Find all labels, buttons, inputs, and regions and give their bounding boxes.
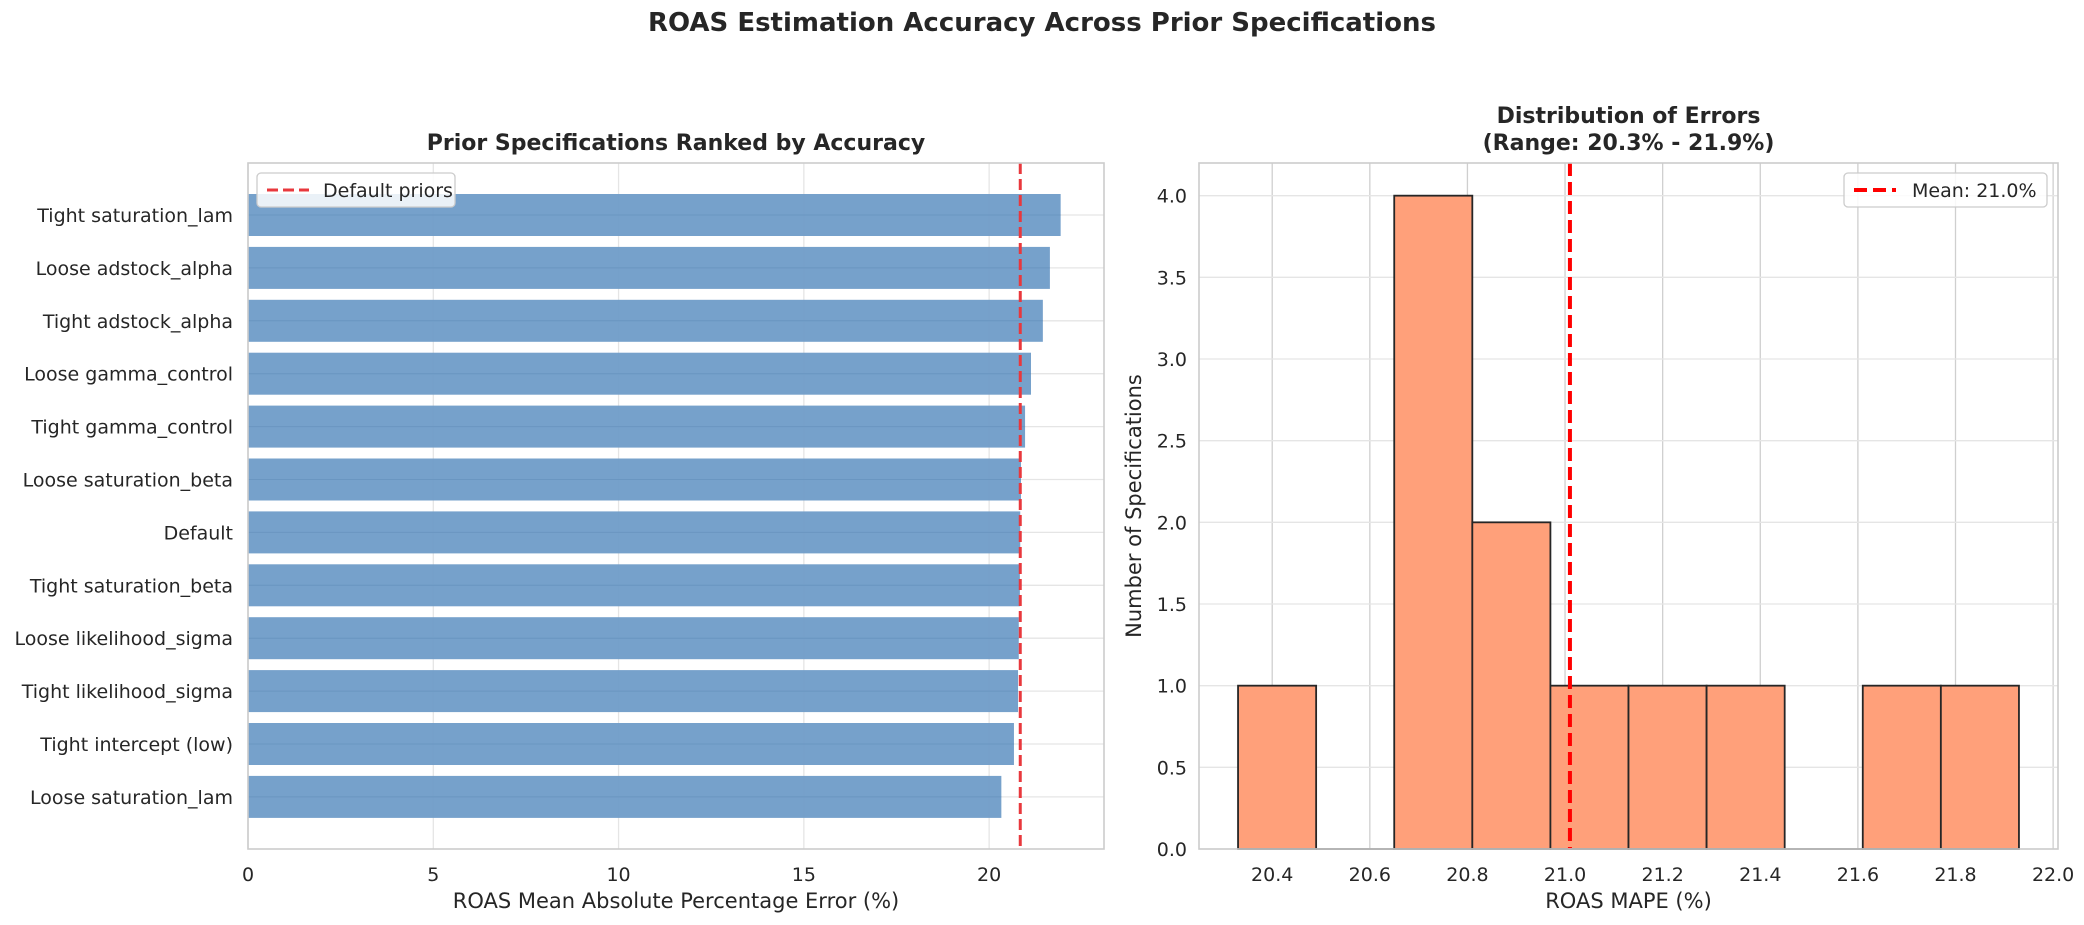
- right-chart-title-line-1: Distribution of Errors: [1497, 104, 1761, 129]
- bar-category-label: Loose adstock_alpha: [36, 258, 233, 280]
- right-ytick-label: 1.0: [1157, 676, 1187, 698]
- right-ytick-label: 3.0: [1157, 349, 1187, 371]
- right-xtick-label: 20.6: [1349, 864, 1391, 886]
- right-ytick-label: 2.5: [1157, 431, 1187, 453]
- right-legend-box: [1843, 172, 2048, 208]
- bar-category-label: Tight adstock_alpha: [42, 311, 233, 333]
- bar-category-label: Tight likelihood_sigma: [21, 681, 233, 703]
- left-chart-title: Prior Specifications Ranked by Accuracy: [427, 131, 925, 156]
- histogram-bin: [1705, 684, 1786, 850]
- right-xtick-label: 22.0: [2032, 864, 2074, 886]
- histogram-bin: [1939, 684, 2020, 850]
- histogram-bin: [1237, 684, 1318, 850]
- left-xtick-label: 10: [606, 864, 630, 886]
- histogram-bin: [1627, 684, 1708, 850]
- bar-category-label: Tight gamma_control: [30, 417, 233, 439]
- right-axes-frame: [1198, 162, 2059, 850]
- histogram-bin: [1861, 684, 1942, 850]
- histogram-bin: [1471, 521, 1552, 850]
- bar-category-label: Loose saturation_lam: [30, 787, 233, 809]
- figure-title: ROAS Estimation Accuracy Across Prior Sp…: [648, 8, 1436, 38]
- left-axes-frame: [247, 162, 1105, 850]
- right-ytick-label: 2.0: [1157, 512, 1187, 534]
- right-legend-label: Mean: 21.0%: [1912, 180, 2037, 202]
- right-ytick-label: 1.5: [1157, 594, 1187, 616]
- right-chart-title-line-2: (Range: 20.3% - 21.9%): [1483, 131, 1775, 156]
- right-y-axis-label: Number of Specifications: [1122, 374, 1146, 638]
- right-ytick-label: 0.5: [1157, 757, 1187, 779]
- bar-category-label: Loose saturation_beta: [23, 470, 233, 492]
- bar-category-label: Loose gamma_control: [24, 364, 233, 386]
- histogram-bin: [1393, 194, 1474, 850]
- right-xtick-label: 21.0: [1544, 864, 1586, 886]
- bar-category-label: Tight intercept (low): [39, 734, 233, 756]
- left-xtick-label: 0: [242, 864, 254, 886]
- bar-category-label: Tight saturation_lam: [36, 205, 233, 227]
- right-xtick-label: 20.8: [1446, 864, 1488, 886]
- left-xtick-label: 20: [977, 864, 1001, 886]
- histogram-bin: [1549, 684, 1630, 850]
- right-xtick-label: 21.6: [1837, 864, 1879, 886]
- bar-category-label: Default: [164, 522, 233, 544]
- right-ytick-label: 3.5: [1157, 267, 1187, 289]
- right-xtick-label: 21.4: [1739, 864, 1781, 886]
- bar-category-label: Tight saturation_beta: [29, 575, 233, 597]
- right-ytick-label: 0.0: [1157, 839, 1187, 861]
- right-xtick-label: 20.4: [1251, 864, 1293, 886]
- right-xtick-label: 21.8: [1934, 864, 1976, 886]
- left-legend-label: Default priors: [323, 180, 453, 202]
- left-legend-box: [256, 172, 456, 208]
- bar-category-label: Loose likelihood_sigma: [15, 628, 234, 650]
- right-xtick-label: 21.2: [1642, 864, 1684, 886]
- left-xtick-label: 5: [427, 864, 439, 886]
- left-xtick-label: 15: [792, 864, 816, 886]
- right-ytick-label: 4.0: [1157, 186, 1187, 208]
- right-x-axis-label: ROAS MAPE (%): [1545, 889, 1712, 913]
- left-x-axis-label: ROAS Mean Absolute Percentage Error (%): [453, 889, 900, 913]
